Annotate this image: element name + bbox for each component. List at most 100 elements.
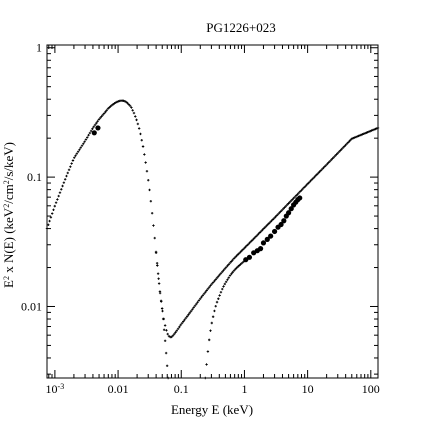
x-axis-label: Energy E (keV): [171, 402, 253, 417]
data-point: [218, 294, 221, 297]
data-point: [275, 214, 278, 217]
data-point: [335, 153, 338, 156]
data-point: [308, 181, 311, 184]
data-point: [211, 315, 215, 318]
data-point: [271, 228, 278, 235]
data-point: [223, 267, 227, 270]
data-point: [65, 174, 68, 178]
data-point: [221, 287, 224, 291]
data-point: [149, 199, 153, 203]
data-point: [254, 235, 258, 238]
data-point: [257, 232, 260, 236]
data-point: [333, 154, 337, 158]
data-point: [281, 218, 287, 224]
data-point: [89, 129, 93, 133]
data-point: [198, 297, 202, 300]
data-point: [236, 253, 240, 256]
data-point: [297, 191, 301, 195]
data-point: [276, 213, 280, 216]
data-point: [176, 327, 180, 330]
data-point: [71, 159, 75, 162]
data-point: [106, 107, 110, 110]
data-point: [239, 250, 242, 254]
y-label-kev-sup: 2: [2, 204, 11, 208]
data-point: [105, 109, 108, 112]
data-point: [230, 272, 233, 276]
x-tick-label: 1: [241, 382, 247, 396]
data-point: [270, 219, 273, 222]
y-tick-label: 0.01: [21, 299, 42, 313]
data-point: [219, 272, 223, 275]
y-tick-label: 0.1: [27, 170, 42, 184]
data-point: [302, 186, 306, 189]
data-point: [173, 332, 176, 336]
data-point: [269, 220, 272, 224]
data-point: [52, 208, 55, 212]
x-tick-label: 0.1: [174, 382, 189, 396]
data-point: [188, 311, 191, 315]
data-point: [54, 201, 58, 204]
data-point: [268, 233, 274, 239]
data-point: [263, 226, 267, 229]
data-point: [361, 133, 364, 136]
data-point: [285, 203, 289, 207]
data-point: [162, 328, 166, 331]
data-point: [282, 207, 285, 211]
data-point: [240, 261, 244, 265]
data-point: [332, 155, 336, 159]
data-point: [156, 264, 159, 267]
data-point: [50, 212, 54, 215]
data-point: [241, 248, 245, 251]
data-point: [337, 150, 341, 154]
data-point: [336, 151, 339, 155]
axis-ticks: [47, 45, 378, 378]
data-point: [344, 143, 347, 147]
y-label-cm: /cm: [1, 184, 16, 204]
data-point: [130, 106, 133, 109]
data-point: [288, 200, 291, 204]
data-point: [80, 144, 84, 147]
data-point: [73, 156, 76, 159]
data-point: [353, 136, 356, 139]
data-point: [226, 264, 229, 268]
data-point: [286, 210, 292, 216]
data-point: [235, 266, 238, 270]
data-point: [239, 263, 242, 266]
data-point: [293, 195, 297, 199]
data-point: [82, 142, 85, 145]
data-point: [328, 159, 332, 163]
data-point: [91, 127, 94, 130]
data-point: [318, 170, 321, 173]
data-point: [137, 127, 141, 130]
data-point: [163, 339, 167, 343]
data-point: [128, 104, 132, 107]
data-point: [209, 284, 212, 287]
data-point: [140, 139, 143, 142]
data-point: [83, 140, 86, 143]
data-point: [230, 260, 233, 263]
data-point: [259, 229, 263, 233]
data-point: [326, 162, 329, 166]
data-point: [112, 103, 115, 106]
data-point: [357, 134, 360, 138]
y-axis-label: E2 x N(E) (keV2/cm2/s/keV): [1, 142, 16, 288]
data-point: [271, 218, 275, 221]
data-point: [246, 254, 253, 260]
data-point: [359, 133, 363, 137]
y-tick-labels: 0.01 0.1 1: [21, 41, 42, 314]
data-point: [374, 127, 377, 131]
data-point: [314, 174, 317, 177]
data-point: [78, 148, 81, 151]
data-point: [330, 158, 333, 162]
data-point: [159, 299, 163, 302]
data-point: [208, 285, 211, 289]
data-point: [196, 301, 199, 304]
data-point: [204, 290, 207, 294]
data-point: [215, 276, 219, 280]
data-point: [319, 169, 323, 172]
data-point: [101, 113, 105, 117]
data-point: [343, 145, 346, 148]
data-point: [67, 168, 71, 172]
data-point: [192, 306, 195, 309]
data-point: [221, 270, 224, 274]
